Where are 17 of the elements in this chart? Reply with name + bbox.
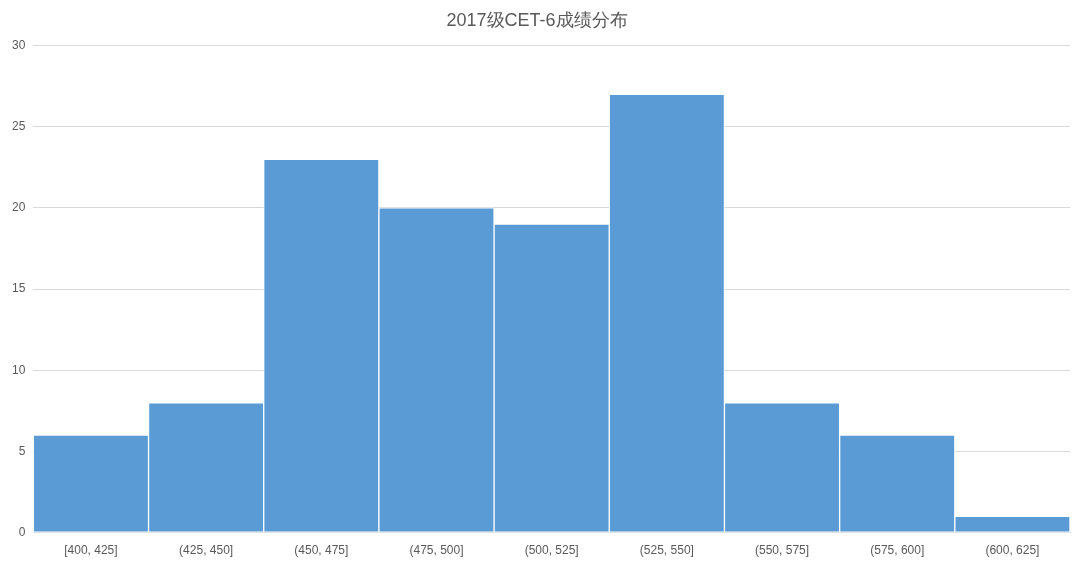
x-tick-label: (425, 450] <box>179 543 234 558</box>
x-tick-label: [400, 425] <box>64 543 118 558</box>
x-tick-label: (550, 575] <box>755 543 810 558</box>
y-tick-label: 5 <box>18 443 26 458</box>
chart-title: 2017级CET-6成绩分布 <box>446 9 628 30</box>
x-tick-label: (475, 500] <box>409 543 464 558</box>
x-tick-label: (600, 625] <box>985 543 1040 558</box>
y-tick-label: 0 <box>18 524 26 539</box>
y-tick-label: 10 <box>11 362 26 377</box>
x-tick-label: (575, 600] <box>870 543 925 558</box>
x-tick-label: (450, 475] <box>294 543 349 558</box>
x-tick-label: (525, 550] <box>639 543 694 558</box>
y-tick-label: 30 <box>11 37 26 52</box>
y-tick-label: 25 <box>11 119 26 134</box>
x-tick-label: (500, 525] <box>524 543 579 558</box>
y-tick-label: 15 <box>11 281 26 296</box>
y-tick-label: 20 <box>11 200 26 215</box>
